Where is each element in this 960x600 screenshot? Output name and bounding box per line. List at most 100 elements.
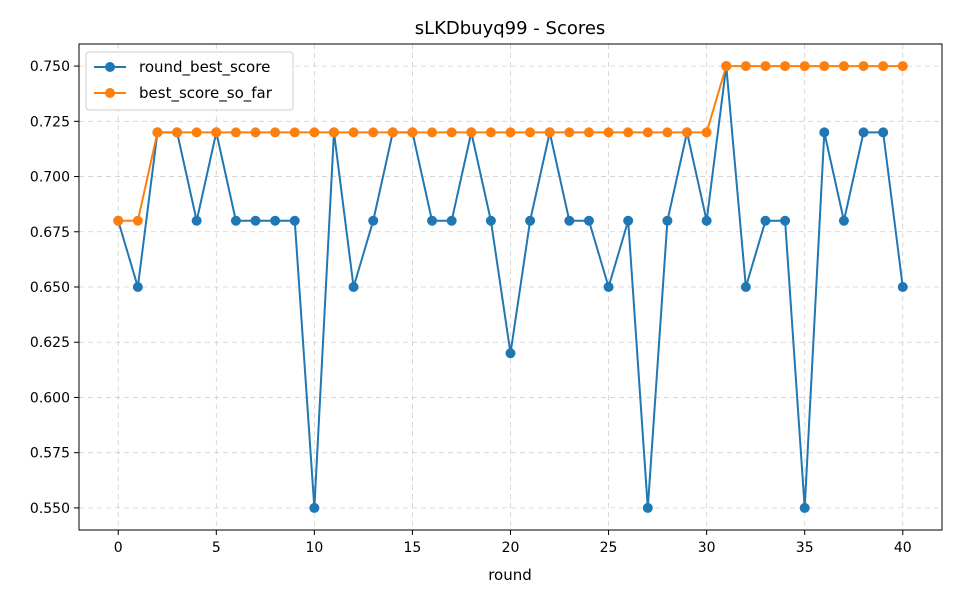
- x-tick-label: 0: [114, 540, 123, 556]
- data-point: [270, 215, 281, 226]
- data-point: [897, 282, 908, 292]
- data-point: [760, 215, 771, 226]
- data-point: [525, 127, 536, 138]
- data-point: [132, 215, 143, 226]
- data-point: [348, 282, 359, 292]
- data-point: [838, 61, 849, 72]
- data-point: [427, 215, 438, 226]
- series-layer: [113, 61, 908, 513]
- x-tick-label: 5: [212, 540, 221, 556]
- data-point: [113, 215, 124, 226]
- y-tick-label: 0.600: [30, 390, 70, 406]
- data-point: [309, 127, 320, 138]
- data-point: [328, 127, 339, 138]
- data-point: [642, 502, 653, 513]
- x-tick-label: 15: [404, 540, 422, 556]
- data-point: [682, 127, 693, 138]
- data-point: [250, 127, 261, 138]
- data-point: [505, 348, 516, 359]
- y-tick-label: 0.725: [30, 114, 70, 130]
- y-axis-ticks: 0.550 0.575 0.600 0.625 0.650 0.675 0.700 0.725…: [30, 59, 79, 517]
- data-point: [838, 215, 849, 226]
- data-point: [544, 127, 555, 138]
- data-point: [505, 127, 516, 138]
- data-point: [603, 282, 614, 292]
- x-axis-ticks: 0 5 10 15 20 25 30 35 40: [114, 530, 912, 556]
- data-point: [289, 127, 300, 138]
- y-tick-label: 0.575: [30, 446, 70, 462]
- legend-marker-best-so-far: [105, 88, 115, 98]
- data-point: [446, 127, 457, 138]
- data-point: [152, 127, 163, 138]
- data-point: [348, 127, 359, 138]
- data-point: [780, 61, 791, 72]
- x-tick-label: 10: [305, 540, 323, 556]
- y-tick-label: 0.625: [30, 335, 70, 351]
- data-point: [623, 215, 634, 226]
- x-tick-label: 40: [894, 540, 912, 556]
- data-point: [858, 127, 869, 138]
- data-point: [132, 282, 143, 292]
- data-point: [623, 127, 634, 138]
- data-point: [368, 127, 379, 138]
- data-point: [701, 127, 712, 138]
- data-point: [740, 61, 751, 72]
- x-tick-label: 25: [600, 540, 618, 556]
- data-point: [799, 61, 810, 72]
- data-point: [897, 61, 908, 72]
- data-point: [230, 215, 241, 226]
- data-point: [583, 215, 594, 226]
- data-point: [701, 215, 712, 226]
- y-tick-label: 0.675: [30, 225, 70, 241]
- data-point: [407, 127, 418, 138]
- data-point: [289, 215, 300, 226]
- data-point: [878, 61, 889, 72]
- data-point: [485, 127, 496, 138]
- data-point: [466, 127, 477, 138]
- data-point: [858, 61, 869, 72]
- data-point: [368, 215, 379, 226]
- y-tick-label: 0.650: [30, 280, 70, 296]
- data-point: [191, 127, 202, 138]
- data-point: [446, 215, 457, 226]
- chart-title: sLKDbuyq99 - Scores: [415, 18, 606, 39]
- data-point: [211, 127, 222, 138]
- data-point: [250, 215, 261, 226]
- data-point: [819, 61, 830, 72]
- legend-box: [85, 51, 294, 111]
- x-tick-label: 30: [698, 540, 716, 556]
- x-axis-label: round: [488, 566, 532, 584]
- y-tick-label: 0.700: [30, 170, 70, 186]
- x-tick-label: 20: [502, 540, 520, 556]
- data-point: [270, 127, 281, 138]
- data-point: [583, 127, 594, 138]
- y-tick-label: 0.550: [30, 501, 70, 517]
- data-point: [564, 127, 575, 138]
- y-tick-label: 0.750: [30, 59, 70, 75]
- data-point: [230, 127, 241, 138]
- data-point: [525, 215, 536, 226]
- data-point: [819, 127, 830, 138]
- data-point: [485, 215, 496, 226]
- legend-label-best-so-far: best_score_so_far: [139, 84, 273, 103]
- data-point: [387, 127, 398, 138]
- data-point: [642, 127, 653, 138]
- data-point: [603, 127, 614, 138]
- data-point: [799, 502, 810, 513]
- data-point: [427, 127, 438, 138]
- legend: round_best_score best_score_so_far: [85, 51, 294, 111]
- data-point: [780, 215, 791, 226]
- data-point: [760, 61, 771, 72]
- data-point: [878, 127, 889, 138]
- legend-label-round-best: round_best_score: [139, 58, 270, 77]
- data-point: [172, 127, 183, 138]
- data-point: [191, 215, 202, 226]
- data-point: [740, 282, 751, 292]
- data-point: [309, 502, 320, 513]
- data-point: [662, 127, 673, 138]
- legend-marker-round-best: [105, 62, 115, 72]
- data-point: [662, 215, 673, 226]
- data-point: [564, 215, 575, 226]
- x-tick-label: 35: [796, 540, 814, 556]
